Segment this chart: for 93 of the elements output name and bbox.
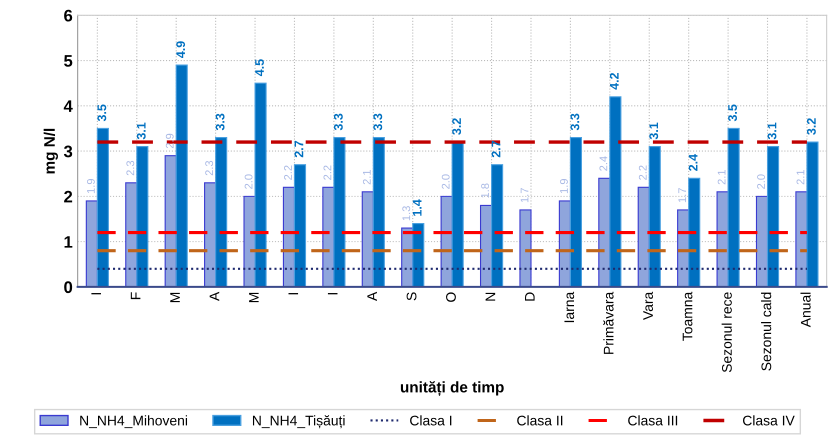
x-tick-label: Primăvara: [603, 292, 614, 354]
x-tick-label: I: [91, 293, 101, 294]
bar: [412, 222, 424, 287]
data-label: 2.2: [638, 165, 647, 180]
bar: [598, 178, 610, 287]
y-tick-label: 5: [64, 55, 72, 67]
x-tick-label: O: [446, 292, 456, 302]
x-tick-label: S: [406, 292, 416, 300]
data-label: 3.2: [806, 118, 816, 135]
data-label: 1.3: [402, 206, 410, 220]
data-label: 2.7: [294, 140, 304, 158]
bar: [254, 82, 267, 287]
data-label: 4.9: [176, 41, 186, 58]
bar: [294, 164, 306, 287]
y-tick-label: 1: [64, 236, 72, 248]
data-label: 1.4: [412, 199, 422, 216]
data-label: 1.7: [520, 188, 528, 202]
data-label: 2.3: [205, 160, 214, 176]
legend-label: Clasa III: [628, 415, 678, 426]
bar: [136, 146, 148, 287]
data-label: 2.3: [126, 160, 134, 176]
bar: [609, 96, 622, 287]
data-label: 2.7: [492, 140, 500, 158]
x-tick-label: Vara: [643, 292, 653, 320]
data-label: 2.1: [362, 170, 371, 184]
data-label: 3.3: [570, 114, 580, 130]
data-label: 3.3: [216, 114, 225, 130]
bar: [728, 128, 740, 287]
data-label: 4.2: [610, 72, 619, 90]
data-label: 2.9: [166, 134, 174, 148]
x-tick-label: F: [130, 292, 140, 300]
bar: [766, 146, 780, 287]
bar: [648, 146, 661, 287]
data-label: 2.0: [442, 174, 450, 189]
y-tick-label: 6: [64, 10, 72, 22]
x-tick-label: I: [288, 293, 298, 294]
bar: [215, 136, 228, 287]
data-label: 3.1: [136, 122, 146, 140]
data-label: 3.1: [768, 122, 776, 140]
data-label: 3.2: [452, 118, 462, 135]
y-tick-label: 3: [64, 146, 72, 158]
x-tick-label: D: [525, 292, 535, 301]
x-axis-title: unități de timp: [400, 381, 504, 396]
data-label: 4.5: [255, 59, 264, 76]
bar: [86, 200, 98, 287]
x-tick-label: Anual: [800, 292, 811, 328]
bar: [96, 128, 109, 287]
bar: [688, 178, 700, 287]
x-tick-label: Sezonul cald: [761, 292, 772, 371]
data-label: 2.4: [688, 154, 698, 171]
y-axis-title: mg N/l: [44, 128, 58, 174]
data-label: 3.3: [334, 114, 343, 130]
x-tick-label: Iarna: [564, 292, 574, 322]
data-label: 2.4: [599, 156, 608, 171]
bar: [362, 191, 374, 287]
x-tick-label: A: [210, 292, 220, 301]
x-tick-label: N: [486, 292, 496, 301]
legend-label: N_NH4_Mihoveni: [80, 415, 188, 428]
bar: [176, 64, 188, 287]
data-label: 3.5: [728, 104, 737, 122]
y-tick-label: 4: [64, 100, 73, 112]
data-label: 2.0: [244, 174, 253, 189]
bar: [333, 136, 346, 287]
data-label: 1.8: [481, 184, 490, 198]
x-tick-label: M: [170, 292, 180, 302]
data-label: 1.9: [560, 179, 568, 194]
data-label: 2.0: [757, 174, 765, 189]
data-label: 2.2: [323, 165, 332, 180]
legend-label: Clasa IV: [742, 415, 795, 426]
x-tick-label: Sezonul rece: [722, 292, 732, 372]
bar: [519, 209, 532, 287]
legend-label: N_NH4_Tișăuți: [252, 415, 345, 428]
y-tick-label: 0: [64, 281, 72, 294]
legend-label: Clasa I: [410, 415, 452, 426]
data-label: 3.3: [373, 114, 382, 130]
data-label: 1.9: [86, 179, 95, 194]
x-tick-label: Toamna: [682, 292, 692, 341]
data-label: 3.1: [649, 122, 658, 140]
x-tick-label: A: [367, 292, 377, 301]
bar: [372, 136, 385, 287]
data-label: 2.1: [718, 170, 726, 184]
bar: [570, 136, 582, 287]
bar: [491, 164, 504, 287]
x-tick-label: I: [328, 293, 338, 294]
legend-label: Clasa II: [517, 415, 562, 426]
y-tick-label: 2: [64, 190, 72, 202]
x-tick-label: M: [249, 292, 259, 302]
bar: [452, 142, 464, 287]
bar: [806, 142, 819, 287]
data-label: 1.7: [678, 188, 686, 202]
data-label: 3.5: [97, 104, 106, 122]
data-label: 2.1: [796, 170, 804, 184]
data-label: 2.2: [284, 165, 292, 180]
